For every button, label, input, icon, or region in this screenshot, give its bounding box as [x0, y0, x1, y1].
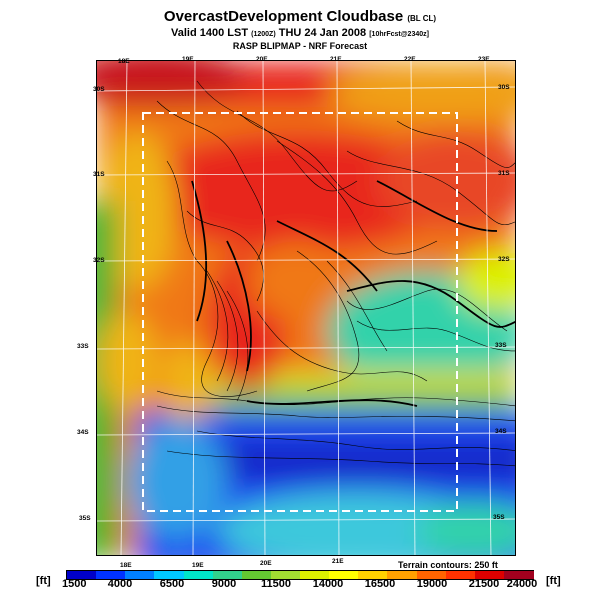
- right-lat-label: 30S: [498, 84, 510, 91]
- colorbar-label: 24000: [506, 578, 538, 590]
- right-lat-label: 35S: [493, 514, 505, 521]
- left-lat-label: 35S: [79, 515, 91, 522]
- colorbar-segment: [183, 571, 214, 579]
- colorbar-segment: [358, 571, 388, 579]
- colorbar-segment: [154, 571, 184, 579]
- title-text: OvercastDevelopment Cloudbase: [163, 8, 404, 25]
- colorbar-label: 14000: [312, 578, 344, 590]
- valid-code: (1200Z): [251, 31, 276, 38]
- title-suffix: (BL CL): [407, 14, 437, 23]
- left-lat-label: 34S: [77, 429, 89, 436]
- top-lon-label: 23E: [478, 56, 490, 63]
- colorbar-segment: [125, 571, 155, 579]
- colorbar-segment: [503, 571, 534, 579]
- colorbar-label: 11500: [261, 578, 291, 590]
- colorbar-segment: [445, 571, 476, 579]
- colorbar-segment: [96, 571, 126, 579]
- colorbar-segment: [241, 571, 272, 579]
- valid-line: Valid 1400 LST (1200Z) THU 24 Jan 2008 […: [0, 27, 600, 39]
- colorbar-segment: [212, 571, 243, 579]
- terrain-contours: [156, 80, 515, 467]
- right-lat-label: 33S: [495, 342, 507, 349]
- colorbar-label: 1500: [62, 578, 87, 590]
- colorbar: [66, 570, 534, 580]
- colorbar-segment: [300, 571, 330, 579]
- terrain-contours-bold: [191, 180, 515, 407]
- colorbar-label: 6500: [159, 578, 185, 590]
- left-lat-label: 32S: [93, 257, 105, 264]
- right-lat-label: 32S: [498, 256, 510, 263]
- left-lat-label: 31S: [93, 171, 105, 178]
- left-lat-label: 30S: [93, 86, 105, 93]
- valid-run: [10hrFcst@2340z]: [369, 31, 429, 38]
- top-lon-label: 22E: [404, 56, 416, 63]
- subtitle: RASP BLIPMAP - NRF Forecast: [232, 41, 368, 51]
- map-title: OvercastDevelopment Cloudbase (BL CL): [0, 8, 600, 25]
- top-lon-label: 18E: [118, 58, 130, 65]
- colorbar-segment: [270, 571, 301, 579]
- colorbar-unit-left: [ft]: [36, 575, 51, 587]
- bottom-lon-label: 19E: [192, 562, 204, 569]
- left-lat-label: 33S: [77, 343, 89, 350]
- colorbar-segment: [329, 571, 359, 579]
- bottom-lon-label: 20E: [260, 560, 272, 567]
- colorbar-label: 19000: [416, 578, 448, 590]
- colorbar-label: 16500: [364, 578, 396, 590]
- lat-lon-grid: [97, 61, 515, 555]
- colorbar-segment: [474, 571, 505, 579]
- colorbar-segment: [67, 571, 97, 579]
- valid-main: Valid 1400 LST: [171, 27, 249, 39]
- top-lon-label: 21E: [330, 56, 342, 63]
- right-lat-label: 31S: [498, 170, 510, 177]
- bottom-lon-label: 21E: [332, 558, 344, 565]
- colorbar-segment: [387, 571, 417, 579]
- colorbar-label: 9000: [211, 578, 237, 590]
- inner-domain-box: [142, 112, 458, 512]
- top-lon-label: 19E: [182, 56, 194, 63]
- colorbar-segment: [416, 571, 447, 579]
- terrain-contours-note: Terrain contours: 250 ft: [398, 560, 498, 570]
- colorbar-label: 4000: [107, 578, 133, 590]
- forecast-map: [96, 60, 516, 556]
- colorbar-label: 21500: [468, 578, 500, 590]
- valid-date: THU 24 Jan 2008: [278, 27, 367, 39]
- cloudbase-field: [97, 61, 515, 555]
- map-canvas: [97, 61, 515, 555]
- top-lon-label: 20E: [256, 56, 268, 63]
- bottom-lon-label: 18E: [120, 562, 132, 569]
- right-lat-label: 34S: [495, 428, 507, 435]
- colorbar-unit-right: [ft]: [546, 575, 561, 587]
